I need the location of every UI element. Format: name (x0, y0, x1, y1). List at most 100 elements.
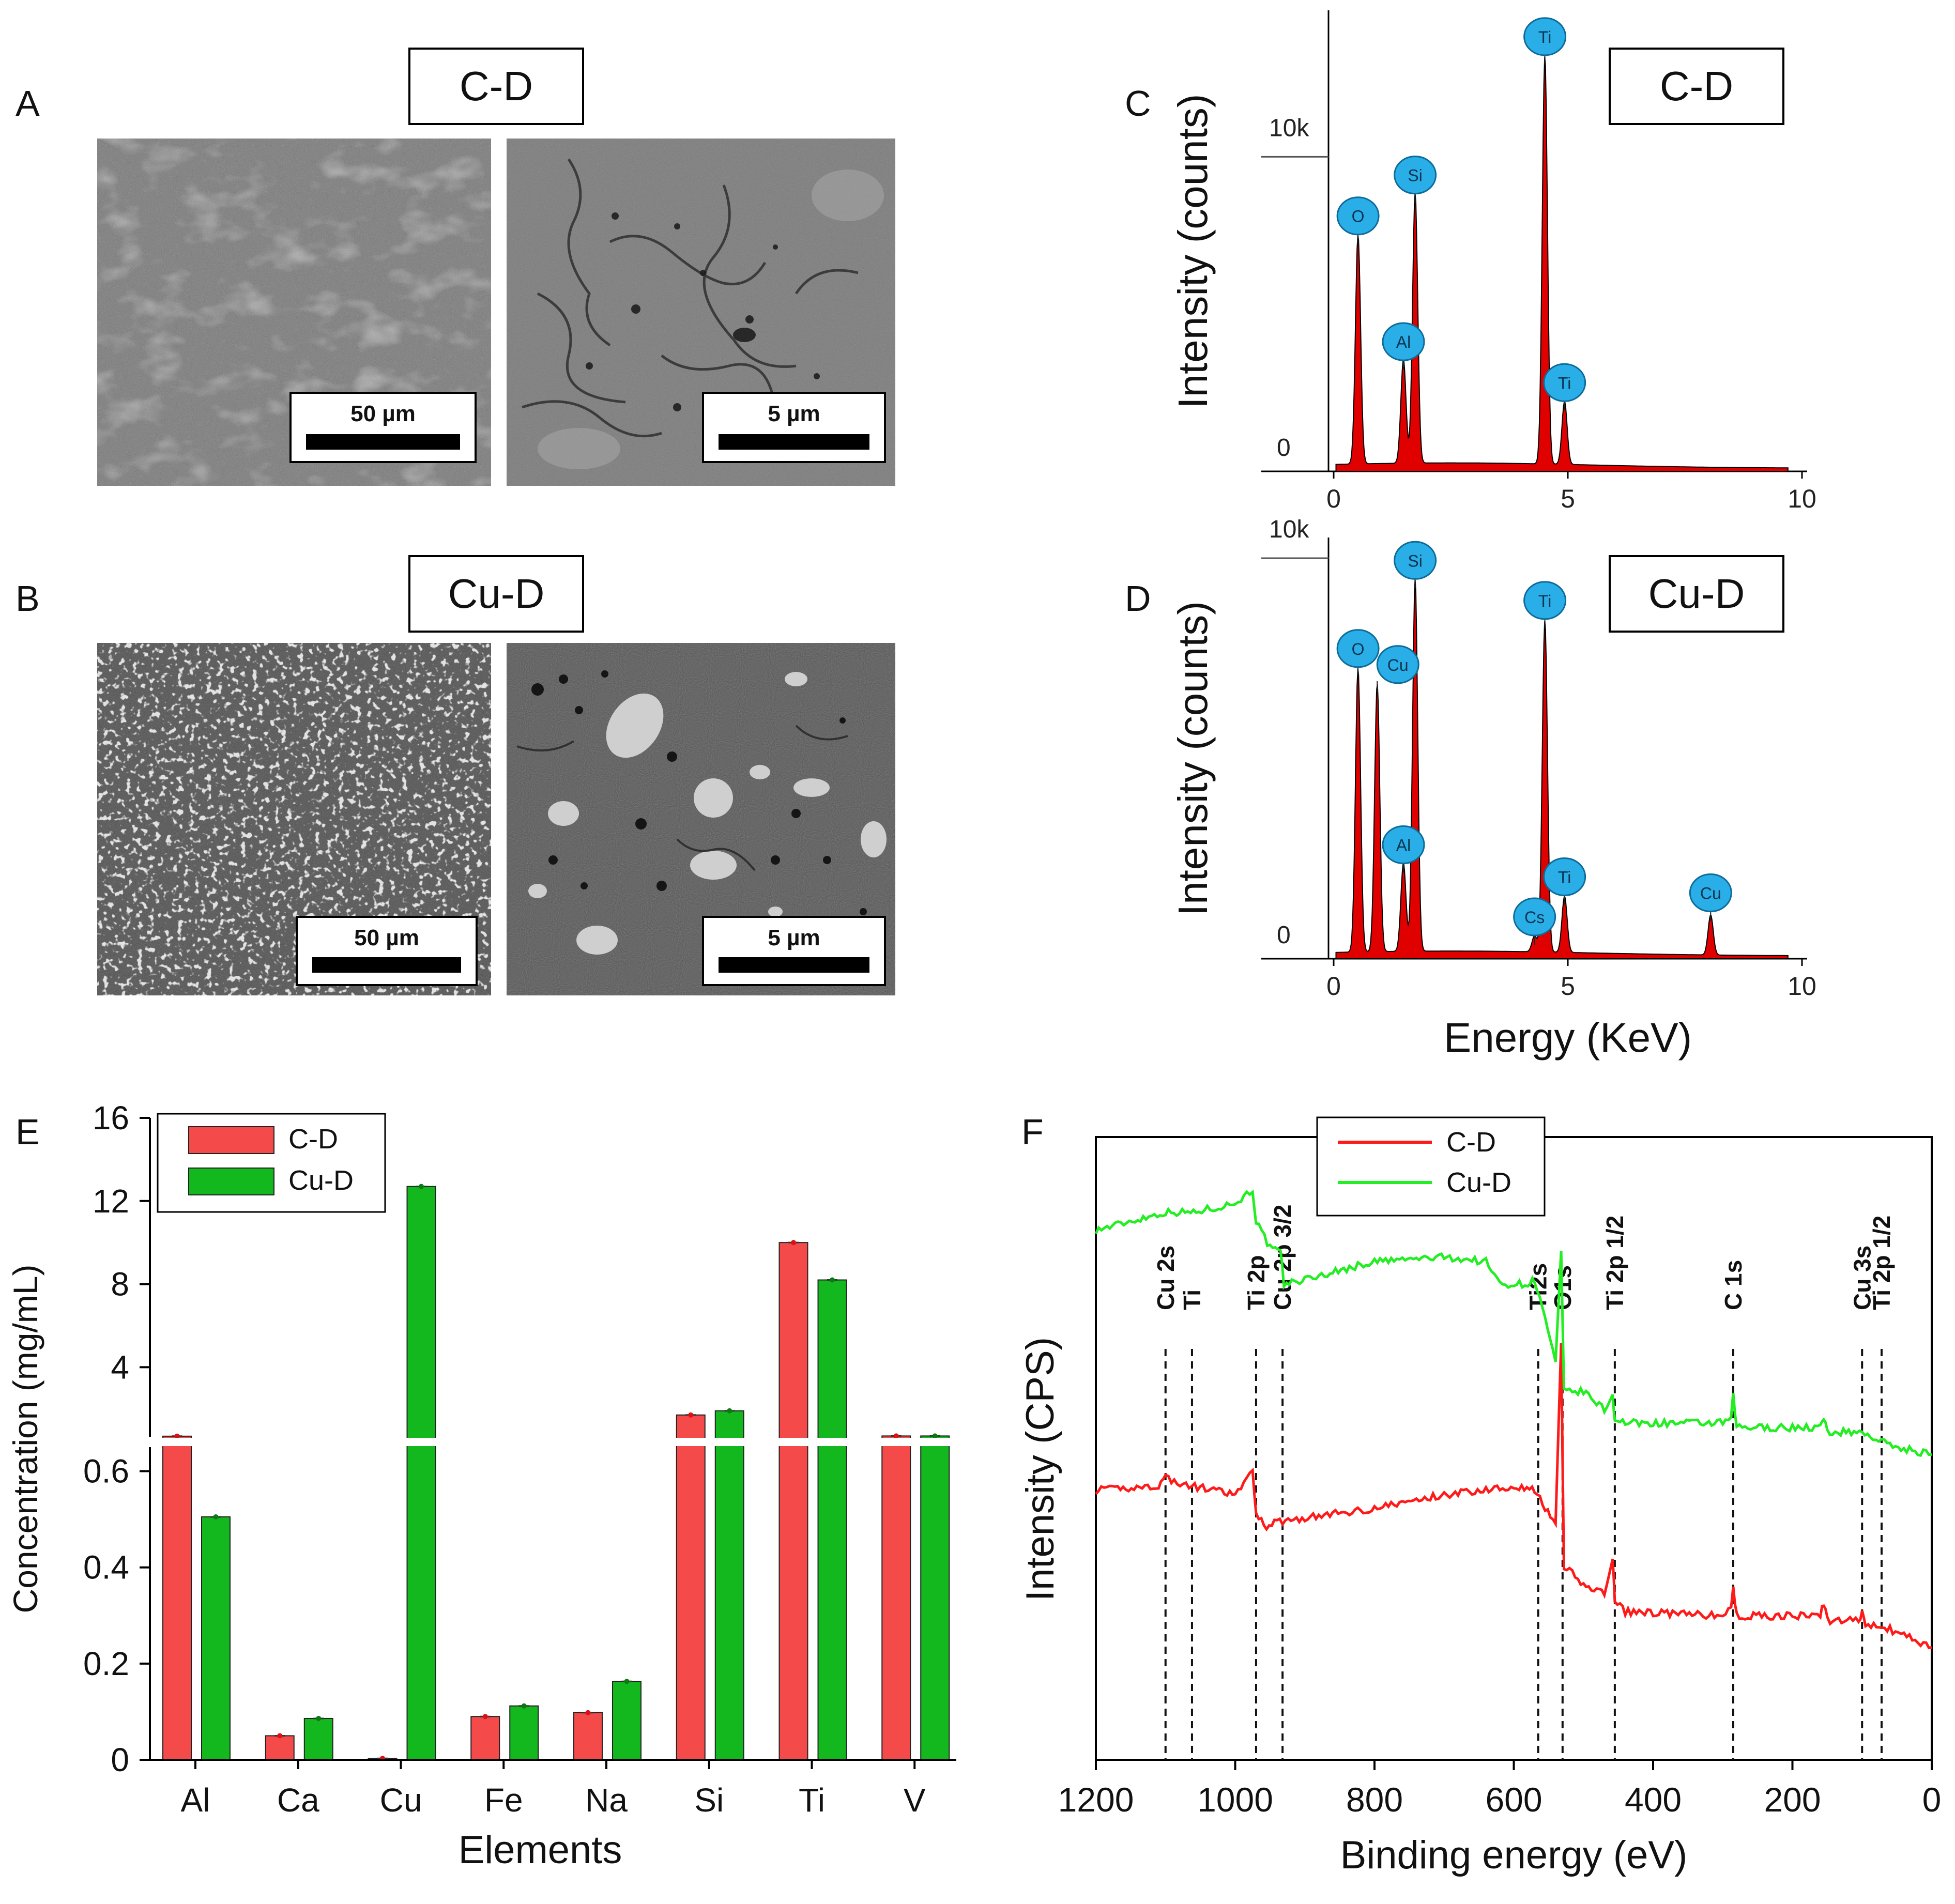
x-axis-label: Elements (459, 1828, 622, 1872)
peak-label: Cs (1524, 908, 1545, 927)
x-tick-label: Ti (799, 1782, 825, 1819)
legend-label: Cu-D (288, 1165, 354, 1196)
peak-marker-al: Al (1382, 322, 1425, 370)
plot-frame (1095, 1136, 1933, 1761)
peak-annotation: Ti (1179, 1289, 1205, 1310)
bar-ti-cu-d (817, 1279, 847, 1761)
error-bar-mean (932, 1433, 938, 1439)
y-tick-label: 16 (93, 1099, 129, 1137)
error-bar-mean (727, 1408, 732, 1414)
y-axis-label: Intensity (counts) (1170, 601, 1216, 916)
y-tick-label: 0.4 (83, 1549, 129, 1586)
y-tick-label-0: 0 (1277, 922, 1291, 949)
bar-al-c-d (162, 1435, 192, 1760)
error-bar-mean (174, 1433, 180, 1439)
panel-letter-e: E (16, 1112, 40, 1152)
error-bar-mean (893, 1433, 899, 1439)
scale-bar-line (306, 434, 460, 450)
y-tick-label: 12 (93, 1183, 129, 1220)
bar-si-cu-d (714, 1410, 744, 1760)
bar-si-c-d (676, 1414, 706, 1760)
scale-bar-line (719, 434, 869, 450)
x-axis-label: Energy (KeV) (1444, 1015, 1692, 1061)
legend-label: Cu-D (1446, 1167, 1511, 1198)
peak-annotation: C 1s (1720, 1260, 1747, 1310)
edx-spectrum (1335, 56, 1789, 472)
x-tick-label: 0 (1326, 972, 1341, 1001)
x-tick-label: Al (181, 1782, 210, 1819)
scale-bar-line (312, 957, 461, 973)
bar-chart-e: Al Ca Cu Fe Na Si Ti V 0 0.2 0.4 0.6 4 8 12 16 Concentra… (6, 1099, 956, 1872)
y-tick-label: 0.2 (83, 1645, 129, 1682)
error-bar-mean (277, 1733, 283, 1739)
axis-break-gap (140, 1438, 956, 1446)
sem-image-cd-low-mag: 50 µm (97, 139, 491, 486)
error-bar-mean (213, 1514, 219, 1519)
x-tick-label: 1200 (1058, 1780, 1134, 1819)
edx-charts: 10k 0 0 5 10 O Al Si Ti Ti Intensity (counts) 10k 0… (1170, 10, 1816, 1061)
peak-marker-ti: Ti (1523, 581, 1567, 628)
x-axis-label: Binding energy (eV) (1340, 1833, 1688, 1877)
edx-chart-c: 10k 0 0 5 10 O Al Si Ti Ti Intensity (counts) (1170, 10, 1816, 513)
scale-bar-50um-a: 50 µm (289, 392, 477, 463)
y-axis-label: Intensity (counts) (1170, 94, 1216, 408)
y-tick-label-10k: 10k (1269, 114, 1309, 142)
x-tick-label: Si (694, 1782, 724, 1819)
legend-label: C-D (288, 1124, 338, 1155)
sem-texture-cd-low (97, 139, 491, 486)
x-tick-label: Cu (380, 1782, 422, 1819)
y-tick-label: 8 (111, 1266, 129, 1303)
peak-label: Al (1396, 836, 1411, 855)
bar-al-cu-d (201, 1516, 231, 1760)
peak-marker-al: Al (1382, 825, 1425, 873)
error-bar-mean (688, 1412, 694, 1418)
scale-bar-label: 5 µm (768, 925, 820, 950)
bar-v-c-d (881, 1435, 911, 1760)
panel-letter-c: C (1125, 83, 1151, 124)
error-bar-mean (830, 1277, 835, 1283)
peak-marker-ti: Ti (1543, 363, 1586, 411)
panel-letter-f: F (1021, 1112, 1044, 1152)
peak-marker-cs: Cs (1513, 897, 1556, 945)
peak-marker-ti: Ti (1543, 857, 1586, 905)
y-tick-label: 4 (111, 1348, 129, 1386)
peak-annotation: Ti 2p 1/2 (1601, 1216, 1628, 1310)
panel-letter-a: A (16, 83, 40, 124)
y-tick-label: 0 (111, 1741, 129, 1778)
peak-label: Al (1396, 333, 1411, 351)
peak-label: Ti (1538, 592, 1551, 610)
scale-bar-label: 5 µm (768, 401, 820, 426)
scale-bar-5um-b: 5 µm (702, 916, 886, 986)
bar-fe-cu-d (509, 1705, 539, 1761)
sem-image-cud-high-mag: 5 µm (507, 643, 895, 995)
x-tick-label: 0 (1326, 484, 1341, 513)
error-bar-mean (482, 1714, 488, 1719)
peak-label: Si (1408, 166, 1422, 185)
x-tick-label: 5 (1561, 484, 1575, 513)
scale-bar-line (719, 957, 869, 973)
sample-label-a: C-D (408, 48, 584, 125)
x-tick-label: Na (585, 1782, 628, 1819)
sample-label-b: Cu-D (408, 555, 584, 633)
x-tick-label: 10 (1788, 484, 1816, 513)
x-tick-label: 800 (1346, 1780, 1403, 1819)
sem-image-cd-high-mag: 5 µm (507, 139, 895, 486)
bar-fe-c-d (470, 1716, 500, 1760)
x-tick-label: 400 (1625, 1780, 1682, 1819)
peak-marker-o: O (1336, 196, 1380, 244)
peak-annotation: Ti 2p 1/2 (1868, 1216, 1895, 1310)
x-tick-label: 10 (1788, 972, 1816, 1001)
peak-label: Ti (1538, 28, 1551, 47)
peak-label: Cu (1387, 656, 1409, 674)
peak-label: Cu (1700, 884, 1721, 903)
peak-annotation: Cu 2s (1152, 1246, 1179, 1310)
legend-swatch (188, 1126, 274, 1154)
scale-bar-5um-a: 5 µm (702, 392, 886, 463)
x-tick-label: 1000 (1197, 1780, 1273, 1819)
y-axis-label: Concentration (mg/mL) (6, 1265, 44, 1614)
error-bar-mean (624, 1679, 630, 1684)
error-bar-mean (419, 1184, 424, 1189)
bar-na-c-d (573, 1712, 603, 1761)
peak-marker-ti: Ti (1523, 17, 1567, 65)
